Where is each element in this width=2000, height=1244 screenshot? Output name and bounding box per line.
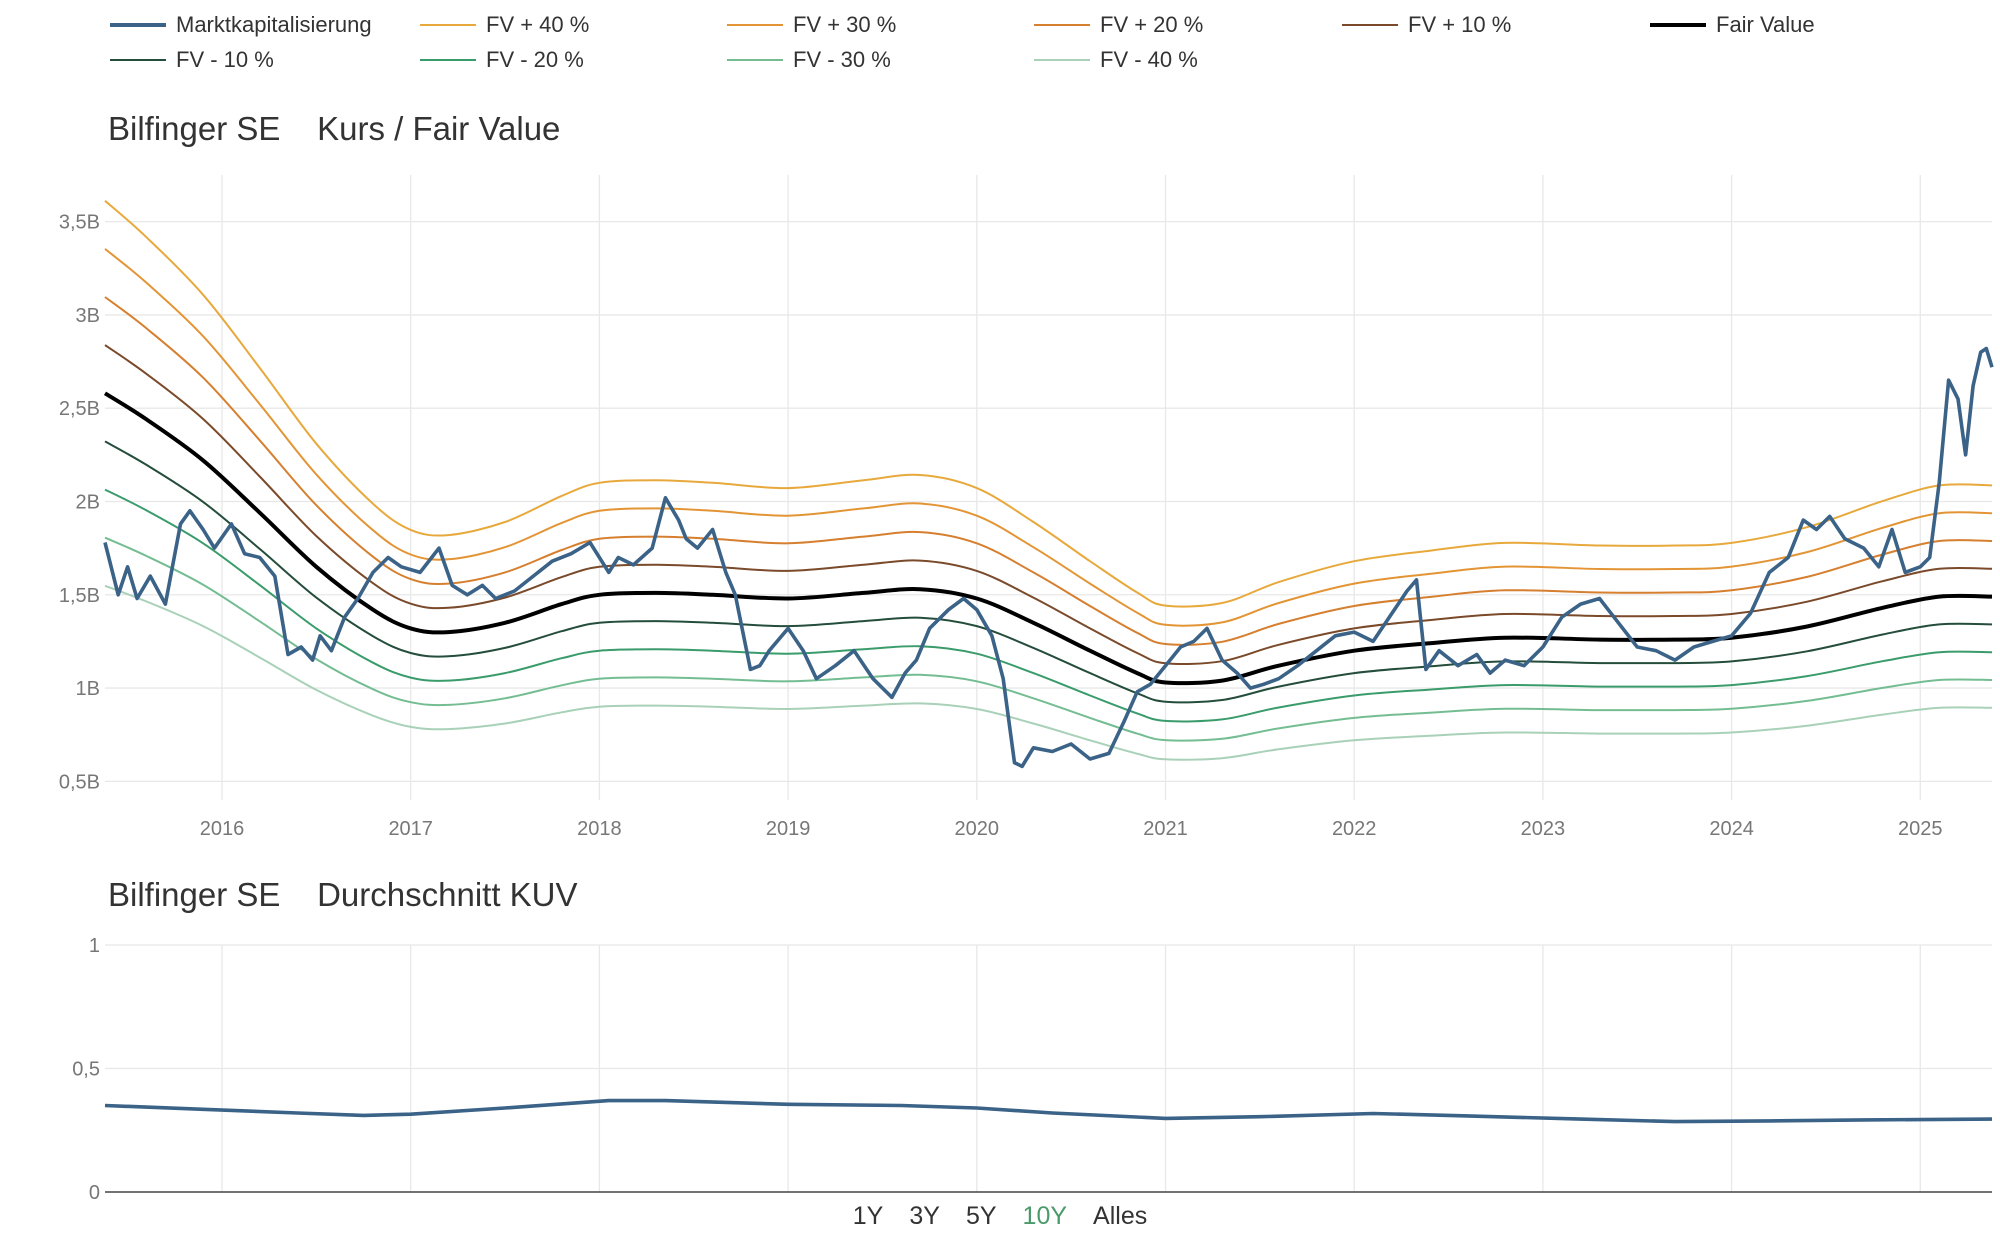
legend-label: Marktkapitalisierung — [176, 12, 372, 37]
y-tick-label: 1,5B — [59, 585, 100, 607]
legend-item-marktkapitalisierung[interactable]: Marktkapitalisierung — [110, 8, 372, 42]
x-tick-label: 2022 — [1332, 818, 1377, 840]
legend-label: FV + 30 % — [793, 12, 897, 37]
legend-item-fv-plus-10[interactable]: FV + 10 % — [1342, 8, 1511, 42]
x-tick-label: 2021 — [1143, 818, 1188, 840]
x-tick-label: 2018 — [577, 818, 622, 840]
y-tick-label: 0,5 — [72, 1059, 100, 1081]
y-tick-label: 3B — [76, 305, 100, 327]
main-chart-title: Bilfinger SE Kurs / Fair Value — [108, 110, 561, 147]
x-tick-label: 2017 — [388, 818, 433, 840]
range-button-3y[interactable]: 3Y — [909, 1202, 940, 1230]
legend-swatch — [1034, 24, 1090, 26]
legend-item-fv-20[interactable]: FV - 20 % — [420, 43, 584, 77]
series-marktkapitalisierung — [103, 346, 1994, 769]
legend-swatch — [727, 24, 783, 26]
legend-swatch — [1342, 24, 1398, 26]
series-fv-plus-20 — [104, 296, 1993, 646]
range-button-1y[interactable]: 1Y — [852, 1202, 884, 1230]
legend-item-fv-10[interactable]: FV - 10 % — [110, 43, 274, 77]
y-tick-label: 0,5B — [59, 771, 100, 793]
legend-item-fv-30[interactable]: FV - 30 % — [727, 43, 891, 77]
series-fv-plus-10 — [104, 344, 1993, 665]
legend-swatch — [1650, 23, 1706, 27]
legend-label: FV + 20 % — [1100, 12, 1204, 37]
legend-item-fv-plus-40[interactable]: FV + 40 % — [420, 8, 589, 42]
legend-swatch — [110, 59, 166, 61]
legend-swatch — [420, 24, 476, 26]
fair-value-chart: 0,5B 1B 1,5B 2B 2,5B 3B 3,5B 2016 2017 2018 2019 20… — [59, 175, 1994, 840]
x-tick-label: 2025 — [1898, 818, 1943, 840]
range-button-alles[interactable]: Alles — [1093, 1202, 1148, 1230]
legend-item-fv-plus-30[interactable]: FV + 30 % — [727, 8, 896, 42]
legend-swatch — [110, 23, 166, 27]
legend-label: FV - 10 % — [176, 47, 274, 72]
y-tick-label: 0 — [89, 1182, 100, 1204]
y-tick-label: 2B — [76, 491, 100, 513]
range-selector: 1Y 3Y 5Y 10Y Alles — [0, 1202, 2000, 1231]
legend-label: FV - 40 % — [1100, 47, 1198, 72]
range-button-10y[interactable]: 10Y — [1022, 1202, 1068, 1230]
series-fv-plus-30 — [104, 248, 1993, 627]
series-fv-20 — [104, 488, 1993, 723]
y-tick-label: 3,5B — [59, 212, 100, 234]
x-tick-label: 2019 — [766, 818, 811, 840]
x-tick-label: 2024 — [1709, 818, 1754, 840]
series-fair-value — [103, 391, 1993, 686]
legend-swatch — [420, 59, 476, 61]
y-tick-label: 1 — [89, 935, 100, 957]
legend-item-fair-value[interactable]: Fair Value — [1650, 8, 1815, 42]
legend-swatch — [1034, 59, 1090, 61]
legend-label: FV - 20 % — [486, 47, 584, 72]
x-tick-label: 2016 — [200, 818, 245, 840]
series-durchschnitt-kuv — [104, 1098, 1993, 1124]
legend-label: FV - 30 % — [793, 47, 891, 72]
series-fv-40 — [104, 584, 1993, 761]
range-button-5y[interactable]: 5Y — [965, 1202, 997, 1230]
legend-item-fv-40[interactable]: FV - 40 % — [1034, 43, 1198, 77]
kuv-chart: 00,51 — [72, 935, 1993, 1204]
series-fv-30 — [104, 536, 1993, 742]
legend-label: Fair Value — [1716, 12, 1815, 37]
y-tick-label: 2,5B — [59, 398, 100, 420]
chart-legend: Marktkapitalisierung FV + 40 % FV + 30 % FV… — [110, 8, 1990, 82]
legend-label: FV + 40 % — [486, 12, 590, 37]
x-tick-label: 2020 — [955, 818, 1000, 840]
x-tick-label: 2023 — [1521, 818, 1566, 840]
legend-swatch — [727, 59, 783, 61]
legend-label: FV + 10 % — [1408, 12, 1512, 37]
series-fv-10 — [104, 440, 1993, 704]
y-tick-label: 1B — [76, 678, 100, 700]
legend-item-fv-plus-20[interactable]: FV + 20 % — [1034, 8, 1203, 42]
series-fv-plus-40 — [104, 199, 1993, 608]
kuv-chart-title: Bilfinger SE Durchschnitt KUV — [108, 876, 578, 913]
